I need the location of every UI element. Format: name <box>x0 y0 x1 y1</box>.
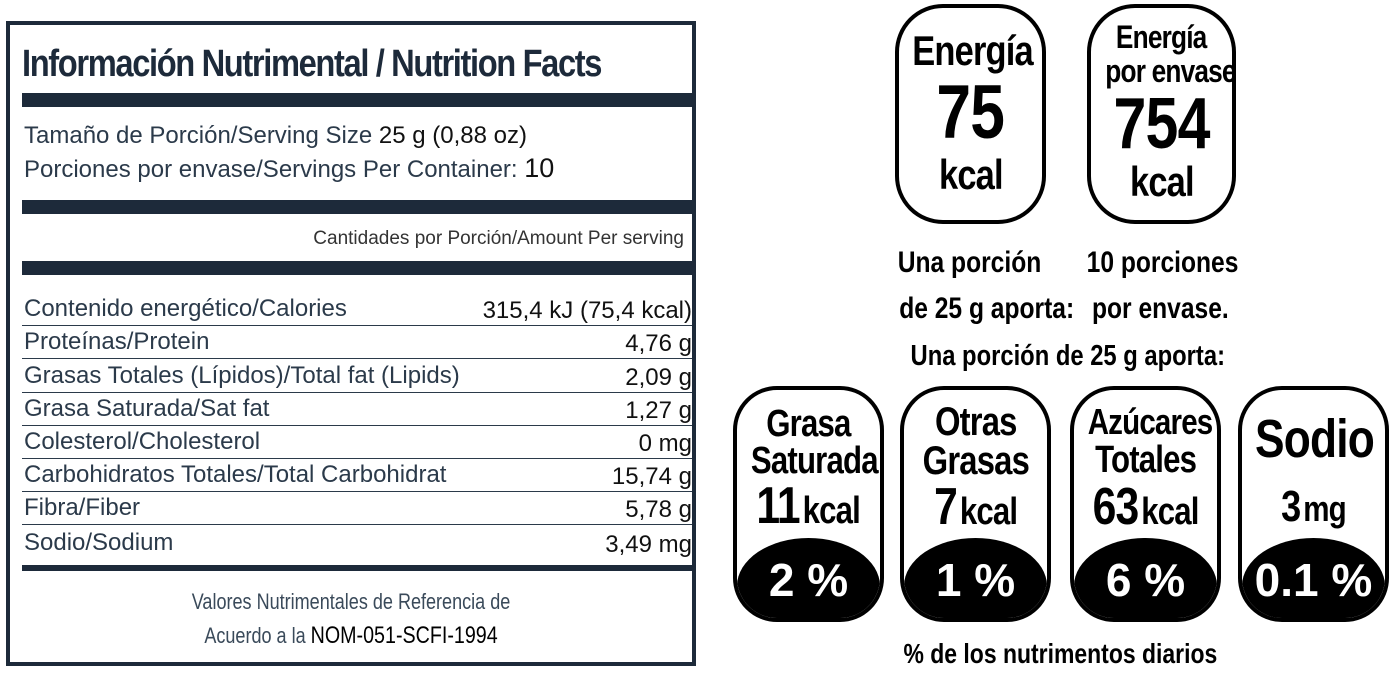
energy-per-portion-seal: Energía 75 kcal <box>895 4 1046 224</box>
servings-label: Porciones por envase/Servings Per Contai… <box>24 156 518 183</box>
portion-heading: Una porción de 25 g aporta: <box>840 336 1295 376</box>
bottom-divider <box>22 565 692 571</box>
row-amount: 5,78 g <box>625 496 692 524</box>
reference-line-2: Acuerdo a la NOM-051-SCFI-1994 <box>71 619 630 653</box>
reference-line-1: Valores Nutrimentales de Referencia de <box>191 589 511 614</box>
energy-portion-caption: Una porción de 25 g aporta: <box>880 240 1074 332</box>
thick-divider <box>22 200 692 214</box>
energy-container-caption: 10 porciones por envase. <box>1070 240 1250 332</box>
seal-title: Energía <box>912 27 1033 74</box>
seal-unit: kcal <box>1129 158 1195 205</box>
thick-divider <box>22 261 692 275</box>
thick-divider <box>22 93 692 107</box>
table-row: Grasa Saturada/Sat fat 1,27 g <box>22 393 692 426</box>
seal-unit: kcal <box>1141 491 1199 533</box>
amount-per-serving-header: Cantidades por Porción/Amount Per servin… <box>313 228 684 249</box>
facts-title: Información Nutrimental / Nutrition Fact… <box>22 43 602 85</box>
table-row: Carbohidratos Totales/Total Carbohidrat … <box>22 459 692 493</box>
row-amount: 15,74 g <box>611 463 692 491</box>
nutrient-table: Contenido energético/Calories 315,4 kJ (… <box>22 293 692 559</box>
row-amount: 1,27 g <box>625 396 692 424</box>
row-label: Contenido energético/Calories <box>24 295 347 323</box>
daily-values-footer: % de los nutrimentos diarios <box>840 636 1280 672</box>
serving-size-value: 25 g (0,88 oz) <box>378 122 527 149</box>
energy-per-container-seal: Energía por envase 754 kcal <box>1087 4 1236 224</box>
row-label: Grasas Totales (Lípidos)/Total fat (Lipi… <box>24 361 460 389</box>
reference-prefix: Acuerdo a la <box>204 623 306 648</box>
seal-percent: 6 % <box>1074 538 1217 618</box>
row-label: Fibra/Fiber <box>24 494 141 522</box>
row-amount: 0 mg <box>638 429 692 457</box>
caption-line-2: de 25 g aporta: <box>899 292 1075 325</box>
nutrition-facts-panel: Información Nutrimental / Nutrition Fact… <box>6 21 696 666</box>
seal-percent: 2 % <box>737 538 880 618</box>
servings-value: 10 <box>524 153 555 183</box>
row-amount: 3,49 mg <box>605 530 692 558</box>
row-label: Proteínas/Protein <box>24 328 210 356</box>
row-amount: 2,09 g <box>625 363 692 391</box>
seal-value: 75 <box>936 70 1006 155</box>
seal-percent: 0.1 % <box>1242 538 1385 618</box>
seal-value: 63 <box>1092 478 1139 536</box>
seal-name-line-2: Totales <box>1094 439 1197 481</box>
row-label: Carbohidratos Totales/Total Carbohidrat <box>24 461 447 489</box>
seal-value: 754 <box>1113 84 1210 164</box>
caption-line-1: 10 porciones <box>1086 246 1239 279</box>
portion-heading-text: Una porción de 25 g aporta: <box>910 340 1225 372</box>
total-sugars-seal: Azúcares Totales 63 kcal 6 % <box>1070 386 1221 622</box>
seal-value: 7 <box>933 478 958 536</box>
seal-unit: kcal <box>938 151 1004 198</box>
table-row: Contenido energético/Calories 315,4 kJ (… <box>22 293 692 327</box>
row-label: Sodio/Sodium <box>24 528 174 556</box>
row-amount: 315,4 kJ (75,4 kcal) <box>482 297 692 325</box>
other-fats-seal: Otras Grasas 7 kcal 1 % <box>900 386 1051 622</box>
sodium-seal: Sodio 3 mg 0.1 % <box>1238 386 1389 622</box>
row-label: Colesterol/Cholesterol <box>24 427 261 455</box>
row-label: Grasa Saturada/Sat fat <box>24 394 270 422</box>
caption-line-2: por envase. <box>1091 292 1229 325</box>
table-row: Sodio/Sodium 3,49 mg <box>22 525 692 558</box>
seal-name-line-2: Grasas <box>922 439 1029 483</box>
reference-note: Valores Nutrimentales de Referencia de A… <box>10 585 692 653</box>
seal-unit: mg <box>1303 488 1346 529</box>
row-amount: 4,76 g <box>625 330 692 358</box>
seal-percent: 1 % <box>904 538 1047 618</box>
seal-name-line-1: Otras <box>934 400 1017 444</box>
serving-info: Tamaño de Porción/Serving Size 25 g (0,8… <box>24 119 694 186</box>
serving-size-label: Tamaño de Porción/Serving Size <box>24 122 373 149</box>
seal-name-line-1: Grasa <box>766 403 851 445</box>
saturated-fat-seal: Grasa Saturada 11 kcal 2 % <box>733 386 884 622</box>
caption-line-1: Una porción <box>898 246 1042 279</box>
seal-unit: kcal <box>802 490 861 532</box>
seal-title-line-2: por envase <box>1105 53 1236 89</box>
seal-name-line-2: Saturada <box>750 440 879 482</box>
seal-title-line-1: Energía <box>1116 19 1207 55</box>
reference-standard-code: NOM-051-SCFI-1994 <box>310 622 498 649</box>
table-row: Proteínas/Protein 4,76 g <box>22 326 692 360</box>
seal-value: 11 <box>756 477 801 535</box>
seal-name-line-1: Sodio <box>1255 409 1375 469</box>
seal-unit: kcal <box>959 491 1018 533</box>
seal-value: 3 <box>1281 482 1301 531</box>
seal-name-line-1: Azúcares <box>1087 401 1214 442</box>
table-row: Grasas Totales (Lípidos)/Total fat (Lipi… <box>22 359 692 393</box>
footer-text: % de los nutrimentos diarios <box>903 638 1217 669</box>
table-row: Colesterol/Cholesterol 0 mg <box>22 426 692 459</box>
table-row: Fibra/Fiber 5,78 g <box>22 492 692 526</box>
